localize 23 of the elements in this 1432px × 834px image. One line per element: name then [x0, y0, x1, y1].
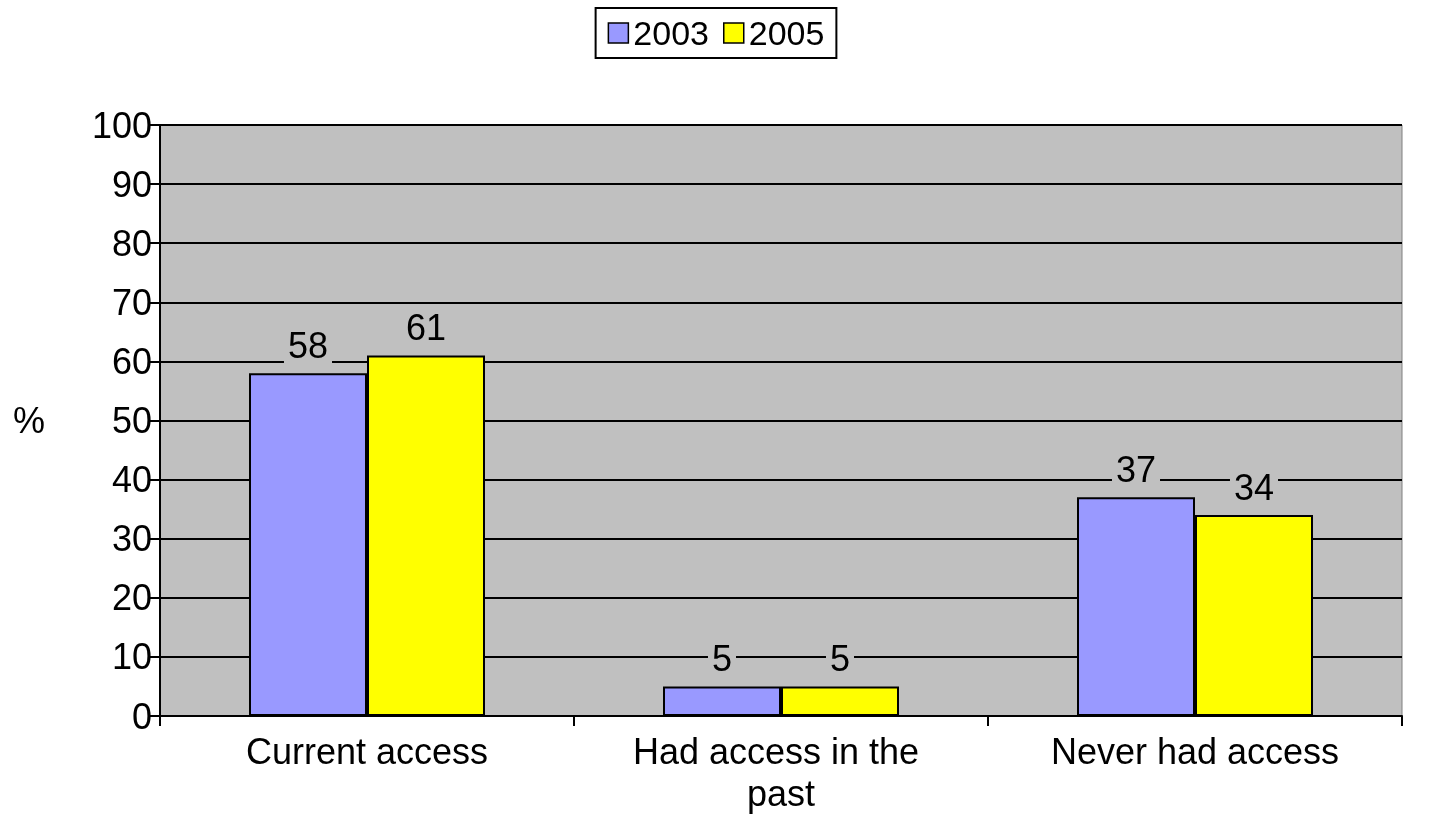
data-label: 5 — [829, 637, 851, 679]
y-tick-label: 0 — [131, 695, 152, 737]
x-tick-label: Never had access — [1050, 730, 1340, 772]
data-label: 61 — [405, 306, 447, 348]
data-label: 5 — [711, 637, 733, 679]
y-tick-label: 60 — [111, 340, 152, 382]
y-tick-label: 100 — [91, 104, 152, 146]
y-tick-label: 70 — [111, 281, 152, 323]
y-tick-label: 90 — [111, 163, 152, 205]
data-label: 37 — [1115, 448, 1157, 490]
y-tick-label: 40 — [111, 459, 152, 501]
y-tick-label: 10 — [111, 636, 152, 678]
x-tick-label: Current access — [245, 730, 489, 772]
y-tick-label: 50 — [111, 400, 152, 441]
x-tick-label: Had access in the past — [632, 730, 930, 814]
y-tick-label: 80 — [111, 222, 152, 264]
legend-label: 2003 — [633, 14, 709, 52]
data-label: 58 — [287, 324, 329, 366]
y-tick-label: 20 — [111, 577, 152, 619]
data-label: 34 — [1233, 466, 1275, 508]
legend-label: 2005 — [748, 14, 825, 52]
y-tick-label: 30 — [111, 518, 152, 560]
y-axis-title: % — [12, 400, 45, 441]
